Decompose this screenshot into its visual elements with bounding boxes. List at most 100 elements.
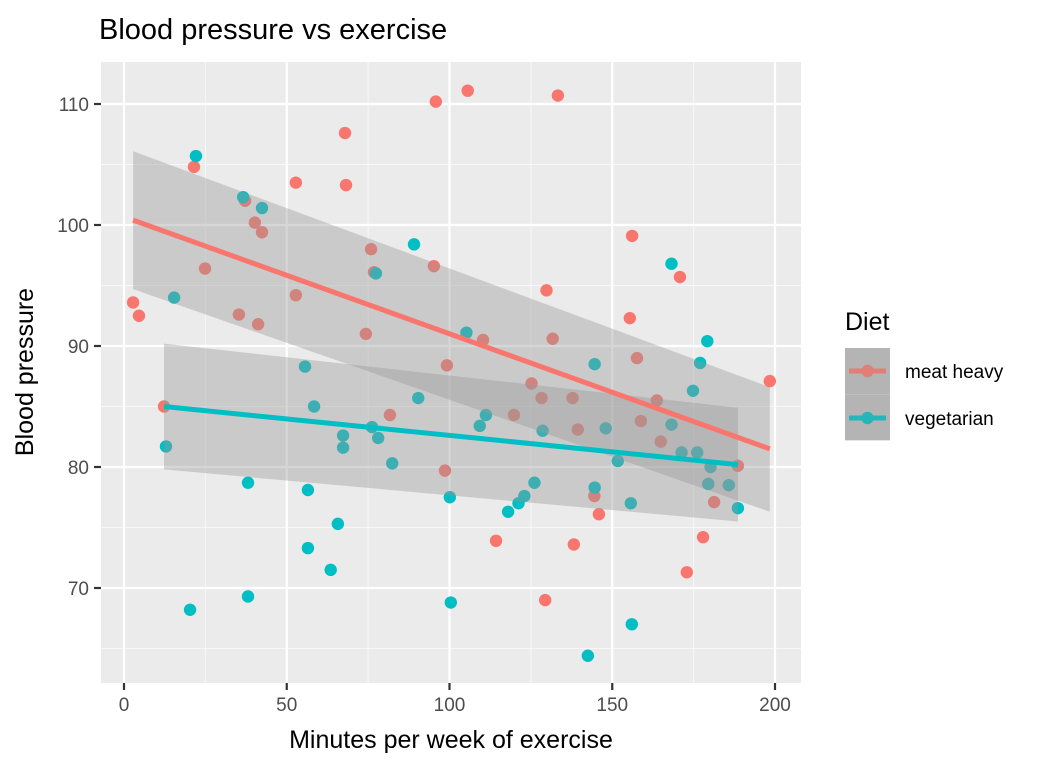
confidence-ribbon-vegetarian xyxy=(164,343,738,522)
data-point-meat-heavy xyxy=(359,327,373,341)
confidence-ribbon-meat-heavy xyxy=(133,151,770,512)
legend-point-key xyxy=(861,411,874,425)
data-point-vegetarian xyxy=(518,489,531,503)
data-point-meat-heavy xyxy=(289,288,303,302)
legend-label: vegetarian xyxy=(905,409,994,430)
data-point-meat-heavy xyxy=(673,270,687,284)
data-point-meat-heavy xyxy=(489,534,503,548)
legend-ribbon-key xyxy=(845,395,890,441)
confidence-ribbons xyxy=(133,151,770,522)
data-point-vegetarian xyxy=(702,477,715,491)
data-point-vegetarian xyxy=(460,326,473,339)
legend-ribbon-key xyxy=(845,348,890,394)
data-point-vegetarian xyxy=(479,408,493,422)
data-point-vegetarian xyxy=(336,429,350,442)
data-point-meat-heavy xyxy=(763,374,776,388)
y-axis-title: Blood pressure xyxy=(11,288,39,456)
legend-label: meat heavy xyxy=(905,362,1004,383)
y-tick-label: 90 xyxy=(68,337,89,358)
y-tick-label: 110 xyxy=(59,95,89,116)
chart-title: Blood pressure vs exercise xyxy=(99,14,447,46)
data-point-vegetarian xyxy=(686,384,700,397)
data-point-meat-heavy xyxy=(535,391,548,405)
data-point-meat-heavy xyxy=(440,359,454,372)
data-point-meat-heavy xyxy=(623,311,637,325)
data-point-meat-heavy xyxy=(198,262,212,275)
data-point-vegetarian xyxy=(701,334,714,348)
plot-panel xyxy=(101,62,801,683)
grid-minor xyxy=(101,62,801,683)
data-point-meat-heavy xyxy=(255,226,269,239)
data-point-meat-heavy xyxy=(680,566,693,579)
data-point-vegetarian xyxy=(624,497,638,510)
data-point-meat-heavy xyxy=(338,126,352,140)
data-point-vegetarian xyxy=(298,360,312,373)
y-tick-label: 70 xyxy=(68,579,89,600)
trend-line-meat-heavy xyxy=(132,217,771,452)
x-tick-label: 100 xyxy=(434,695,466,716)
data-point-meat-heavy xyxy=(232,308,246,321)
data-point-meat-heavy xyxy=(248,216,262,229)
data-point-vegetarian xyxy=(236,190,250,204)
data-point-vegetarian xyxy=(372,431,385,445)
data-point-vegetarian xyxy=(675,446,688,459)
data-point-vegetarian xyxy=(731,501,745,515)
data-point-vegetarian xyxy=(528,476,541,489)
grid-major xyxy=(101,62,801,683)
legend-point-key xyxy=(861,364,874,378)
data-point-meat-heavy xyxy=(126,296,140,309)
data-point-meat-heavy xyxy=(132,309,146,322)
data-point-meat-heavy xyxy=(251,318,265,331)
x-tick-label: 200 xyxy=(759,695,791,716)
data-point-vegetarian xyxy=(386,457,399,470)
data-point-vegetarian xyxy=(159,440,173,453)
data-point-vegetarian xyxy=(625,618,638,631)
data-point-meat-heavy xyxy=(427,259,441,273)
x-axis: 0 50 100 150 200 xyxy=(119,683,791,716)
data-point-vegetarian xyxy=(536,424,549,437)
data-point-vegetarian xyxy=(611,454,624,468)
data-point-meat-heavy xyxy=(461,84,474,97)
data-point-meat-heavy xyxy=(538,593,552,607)
data-point-vegetarian xyxy=(301,483,315,497)
data-point-vegetarian xyxy=(301,541,315,555)
legend-key-background xyxy=(845,348,890,440)
data-point-vegetarian xyxy=(336,441,350,454)
data-point-meat-heavy xyxy=(634,414,648,428)
data-point-vegetarian xyxy=(255,201,269,215)
data-point-vegetarian xyxy=(407,238,421,251)
data-point-vegetarian xyxy=(588,481,601,494)
data-point-vegetarian xyxy=(443,491,457,504)
data-points xyxy=(126,84,776,662)
data-point-vegetarian xyxy=(412,391,425,405)
data-point-vegetarian xyxy=(691,446,704,459)
data-point-meat-heavy xyxy=(438,464,452,477)
legend: Diet meat heavy vegetarian xyxy=(845,308,1004,441)
data-point-vegetarian xyxy=(588,357,601,371)
data-point-meat-heavy xyxy=(429,95,443,108)
data-point-meat-heavy xyxy=(654,435,667,448)
trend-lines xyxy=(132,217,771,468)
data-point-meat-heavy xyxy=(507,408,521,422)
data-point-vegetarian xyxy=(167,291,181,304)
data-point-vegetarian xyxy=(473,419,486,433)
x-axis-title: Minutes per week of exercise xyxy=(289,726,613,754)
data-point-meat-heavy xyxy=(187,160,201,174)
data-point-vegetarian xyxy=(501,505,515,518)
data-point-meat-heavy xyxy=(540,284,553,297)
data-point-meat-heavy xyxy=(567,538,581,551)
data-point-vegetarian xyxy=(581,649,595,662)
data-point-meat-heavy xyxy=(592,507,606,521)
y-tick-label: 80 xyxy=(68,458,89,479)
data-point-vegetarian xyxy=(241,476,255,489)
data-point-vegetarian xyxy=(324,563,337,577)
y-tick-label: 100 xyxy=(57,216,89,237)
data-point-vegetarian xyxy=(722,478,735,492)
data-point-meat-heavy xyxy=(364,243,378,256)
data-point-vegetarian xyxy=(693,356,707,370)
data-point-vegetarian xyxy=(665,257,678,270)
data-point-vegetarian xyxy=(189,149,203,163)
legend-entry: meat heavy xyxy=(845,348,1004,394)
data-point-meat-heavy xyxy=(625,229,639,243)
data-point-meat-heavy xyxy=(525,377,538,390)
